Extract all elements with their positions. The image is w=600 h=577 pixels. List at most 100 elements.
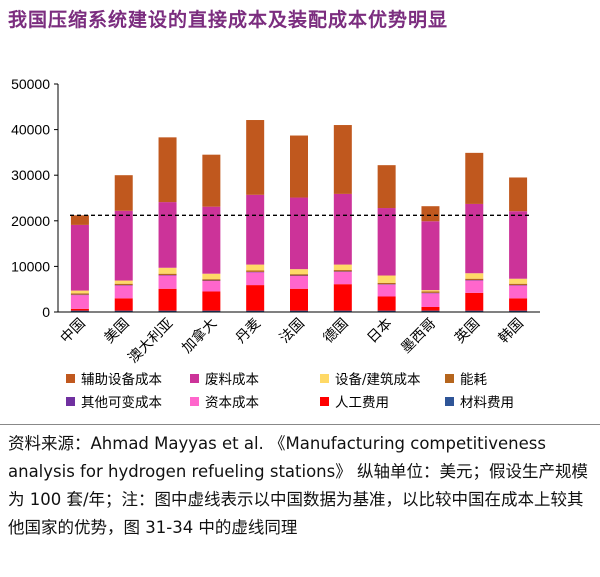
bar-segment (158, 137, 177, 203)
bar-segment (70, 290, 89, 294)
bar-segment (70, 295, 89, 309)
legend-swatch (320, 397, 329, 406)
bar-segment (421, 291, 440, 293)
legend-label: 废料成本 (205, 372, 259, 388)
bar-segment (509, 310, 528, 312)
x-tick-label: 韩国 (496, 316, 527, 347)
bar-segment (70, 293, 89, 295)
bar-segment (202, 291, 221, 311)
bar-stacks (70, 120, 528, 312)
x-tick-label: 加拿大 (178, 315, 220, 357)
bar-segment (158, 202, 177, 268)
bar-segment (114, 175, 133, 211)
bar-segment (246, 285, 265, 311)
y-tick-label: 30000 (11, 167, 50, 183)
bar-segment (377, 275, 396, 283)
bar-segment (246, 270, 265, 272)
bar-segment (465, 203, 484, 274)
bar-segment (290, 275, 308, 289)
legend-label: 材料费用 (460, 395, 514, 411)
bar-segment (465, 292, 484, 311)
x-tick-label: 法国 (277, 316, 308, 347)
y-tick-label: 40000 (11, 122, 50, 138)
legend-swatch (320, 374, 329, 383)
bar-segment (421, 306, 440, 311)
bar-segment (158, 267, 177, 274)
bar-segment (465, 310, 484, 312)
bar-segment (246, 310, 265, 312)
bar-segment (509, 285, 528, 299)
bar-segment (202, 154, 221, 207)
bar-segment (114, 210, 133, 281)
chart-title: 我国压缩系统建设的直接成本及装配成本优势明显 (8, 9, 449, 31)
y-tick-label: 20000 (11, 213, 50, 229)
x-tick-label: 墨西哥 (398, 316, 439, 357)
bar-segment (114, 280, 133, 284)
bar-segment (333, 264, 352, 271)
bar-segment (333, 125, 352, 194)
bar-segment (158, 275, 177, 289)
bar-segment (246, 272, 265, 286)
legend-label: 设备/建筑成本 (335, 371, 421, 388)
x-tick-label: 德国 (321, 316, 352, 347)
bar-segment (465, 152, 484, 204)
bar-segment (158, 288, 177, 311)
x-tick-label: 美国 (101, 316, 132, 347)
legend-swatch (190, 374, 199, 383)
bar-segment (202, 279, 221, 281)
bar-segment (202, 310, 221, 312)
bar-segment (114, 285, 133, 299)
bar-segment (465, 280, 484, 293)
legend-swatch (66, 374, 75, 383)
bar-segment (421, 310, 440, 312)
source-note: 资料来源：Ahmad Mayyas et al. 《Manufacturing … (8, 434, 588, 537)
bar-segment (377, 296, 396, 311)
bar-segment (70, 215, 89, 225)
bar-segment (202, 273, 221, 280)
bar-segment (246, 120, 265, 195)
legend-swatch (190, 397, 199, 406)
bar-segment (333, 193, 352, 265)
bar-segment (290, 197, 308, 270)
bar-segment (158, 310, 177, 312)
bar-segment (333, 310, 352, 312)
bar-segment (158, 273, 177, 276)
bar-segment (509, 298, 528, 311)
bar-segment (70, 308, 89, 311)
bar-segment (290, 310, 308, 312)
y-axis: 0 10000 20000 30000 40000 50000 (11, 76, 59, 320)
bar-segment (333, 284, 352, 311)
bar-segment (465, 278, 484, 281)
bar-segment (290, 269, 308, 275)
bar-segment (70, 310, 89, 312)
bar-segment (509, 177, 528, 212)
bar-segment (246, 194, 265, 265)
bar-segment (114, 298, 133, 311)
x-tick-label: 丹麦 (233, 316, 264, 347)
bar-segment (290, 288, 308, 311)
legend-swatch (445, 397, 454, 406)
bar-segment (114, 310, 133, 312)
y-tick-label: 10000 (11, 258, 50, 274)
bar-segment (509, 283, 528, 286)
legend-swatch (445, 374, 454, 383)
bar-segment (202, 206, 221, 274)
bar-segment (509, 211, 528, 279)
legend-swatch (66, 397, 75, 406)
legend-label: 人工费用 (335, 395, 389, 411)
y-tick-label: 50000 (11, 76, 50, 92)
bar-segment (377, 165, 396, 209)
bar-segment (509, 278, 528, 284)
bar-segment (202, 280, 221, 292)
divider (0, 424, 600, 425)
x-tick-label: 英国 (451, 315, 483, 347)
bar-segment (421, 206, 440, 222)
x-tick-label: 中国 (58, 316, 89, 347)
bar-segment (70, 224, 89, 291)
bar-segment (246, 264, 265, 271)
bar-segment (377, 282, 396, 285)
bar-segment (421, 293, 440, 307)
bar-segment (377, 208, 396, 276)
